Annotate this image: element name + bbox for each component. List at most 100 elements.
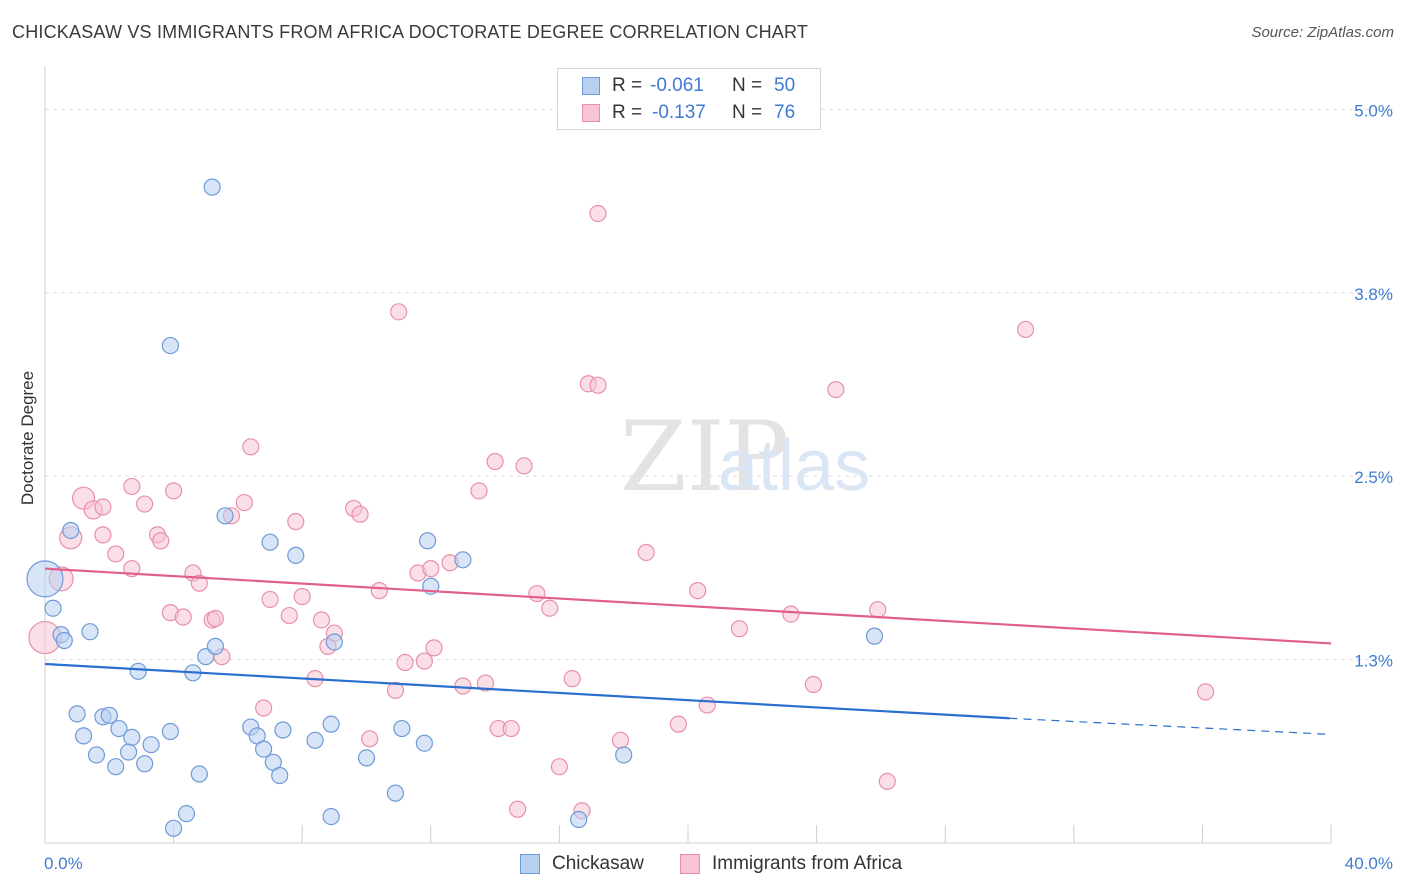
y-tick-label: 5.0% bbox=[1354, 101, 1393, 120]
bottom-legend-label-chickasaw: Chickasaw bbox=[552, 853, 644, 874]
data-point-immigrants bbox=[476, 674, 495, 692]
legend-swatch-chickasaw bbox=[582, 77, 600, 95]
data-point-chickasaw bbox=[26, 560, 64, 598]
data-point-chickasaw bbox=[454, 551, 472, 569]
data-point-immigrants bbox=[1197, 683, 1215, 701]
data-point-chickasaw bbox=[136, 755, 154, 773]
legend-r-label: R = bbox=[612, 102, 643, 123]
data-point-immigrants bbox=[152, 532, 170, 550]
chart-title: CHICKASAW VS IMMIGRANTS FROM AFRICA DOCT… bbox=[12, 22, 809, 42]
data-point-chickasaw bbox=[306, 731, 324, 749]
data-point-immigrants bbox=[242, 438, 260, 456]
y-tick-label: 3.8% bbox=[1354, 285, 1393, 304]
data-point-immigrants bbox=[351, 505, 369, 523]
data-point-chickasaw bbox=[357, 749, 376, 767]
data-point-chickasaw bbox=[287, 546, 305, 565]
data-point-chickasaw bbox=[87, 746, 106, 764]
data-point-chickasaw bbox=[161, 722, 179, 741]
data-point-immigrants bbox=[287, 513, 305, 531]
data-point-immigrants bbox=[804, 675, 822, 694]
data-point-chickasaw bbox=[44, 599, 62, 617]
watermark: ZIP atlas bbox=[620, 401, 870, 513]
data-point-chickasaw bbox=[418, 532, 437, 550]
data-point-immigrants bbox=[509, 800, 527, 818]
data-point-chickasaw bbox=[615, 746, 633, 764]
data-point-immigrants bbox=[94, 526, 112, 544]
data-point-chickasaw bbox=[177, 805, 196, 823]
data-point-immigrants bbox=[255, 699, 273, 717]
data-point-immigrants bbox=[370, 582, 388, 600]
data-point-chickasaw bbox=[386, 784, 405, 802]
data-point-immigrants bbox=[136, 495, 154, 513]
source-credit: Source: ZipAtlas.com bbox=[1251, 24, 1394, 41]
data-point-immigrants bbox=[123, 477, 141, 496]
legend-n-label: N = bbox=[732, 75, 763, 96]
trend-line-immigrants bbox=[44, 567, 1332, 645]
data-point-immigrants bbox=[730, 620, 749, 638]
data-point-immigrants bbox=[589, 376, 607, 394]
data-point-immigrants bbox=[174, 608, 192, 626]
x-tick-label: 0.0% bbox=[44, 854, 83, 873]
data-point-immigrants bbox=[312, 611, 331, 629]
legend-n-label: N = bbox=[732, 102, 763, 123]
data-point-chickasaw bbox=[55, 631, 73, 650]
data-point-immigrants bbox=[550, 758, 569, 776]
data-point-chickasaw bbox=[190, 765, 208, 783]
data-point-immigrants bbox=[422, 560, 440, 578]
legend-r-value: -0.137 bbox=[652, 102, 706, 123]
data-point-chickasaw bbox=[165, 819, 183, 837]
data-point-chickasaw bbox=[325, 633, 343, 651]
data-point-immigrants bbox=[878, 772, 896, 790]
grid-lines bbox=[45, 108, 1392, 661]
data-point-immigrants bbox=[280, 606, 298, 625]
data-point-immigrants bbox=[425, 639, 443, 657]
data-point-chickasaw bbox=[255, 740, 273, 758]
data-point-immigrants bbox=[698, 696, 716, 714]
data-point-chickasaw bbox=[216, 507, 234, 525]
data-point-immigrants bbox=[515, 457, 533, 475]
data-point-immigrants bbox=[689, 582, 707, 600]
x-tick-label: 40.0% bbox=[1345, 854, 1393, 873]
bottom-legend-label-immigrants: Immigrants from Africa bbox=[712, 853, 903, 874]
data-point-chickasaw bbox=[274, 721, 292, 739]
data-point-chickasaw bbox=[203, 178, 221, 196]
data-point-immigrants bbox=[541, 599, 559, 617]
data-point-chickasaw bbox=[322, 715, 340, 733]
y-tick-label: 2.5% bbox=[1354, 468, 1393, 487]
bottom-legend-swatch-immigrants bbox=[680, 854, 700, 874]
data-point-immigrants bbox=[390, 303, 408, 321]
data-point-immigrants bbox=[528, 584, 546, 603]
data-point-immigrants bbox=[869, 601, 887, 619]
data-point-immigrants bbox=[589, 204, 607, 223]
legend-n-value: 50 bbox=[774, 75, 796, 96]
series-immigrants-from-africa-points bbox=[28, 204, 1215, 820]
data-point-immigrants bbox=[563, 670, 581, 688]
data-point-chickasaw bbox=[107, 758, 125, 776]
data-point-immigrants bbox=[454, 677, 472, 695]
y-tick-label: 1.3% bbox=[1354, 652, 1393, 671]
trend-lines bbox=[44, 567, 1332, 736]
legend-swatch-immigrants bbox=[582, 104, 600, 122]
data-point-immigrants bbox=[502, 719, 520, 738]
data-point-chickasaw bbox=[570, 810, 588, 829]
bottom-legend-swatch-chickasaw bbox=[520, 854, 540, 874]
legend-r-value: -0.061 bbox=[650, 75, 704, 96]
correlation-legend: R = -0.061 N = 50 R = -0.137 N = 76 bbox=[557, 68, 821, 130]
data-point-immigrants bbox=[782, 605, 800, 623]
tick-labels: 1.3% 2.5% 3.8% 5.0% 0.0% 40.0% bbox=[44, 101, 1393, 873]
data-point-immigrants bbox=[361, 730, 379, 748]
data-point-chickasaw bbox=[129, 662, 147, 680]
data-point-chickasaw bbox=[271, 766, 289, 785]
data-point-chickasaw bbox=[206, 637, 224, 655]
data-point-chickasaw bbox=[68, 705, 86, 723]
y-axis-label-wrap: Doctorate Degree bbox=[16, 330, 40, 550]
data-point-chickasaw bbox=[100, 706, 118, 724]
data-point-immigrants bbox=[396, 653, 414, 672]
watermark-zip: ZIP bbox=[620, 401, 789, 513]
legend-r-label: R = bbox=[612, 75, 643, 96]
data-point-chickasaw bbox=[865, 627, 884, 645]
data-point-immigrants bbox=[206, 609, 224, 628]
data-point-immigrants bbox=[827, 381, 845, 399]
data-point-chickasaw bbox=[415, 734, 433, 752]
